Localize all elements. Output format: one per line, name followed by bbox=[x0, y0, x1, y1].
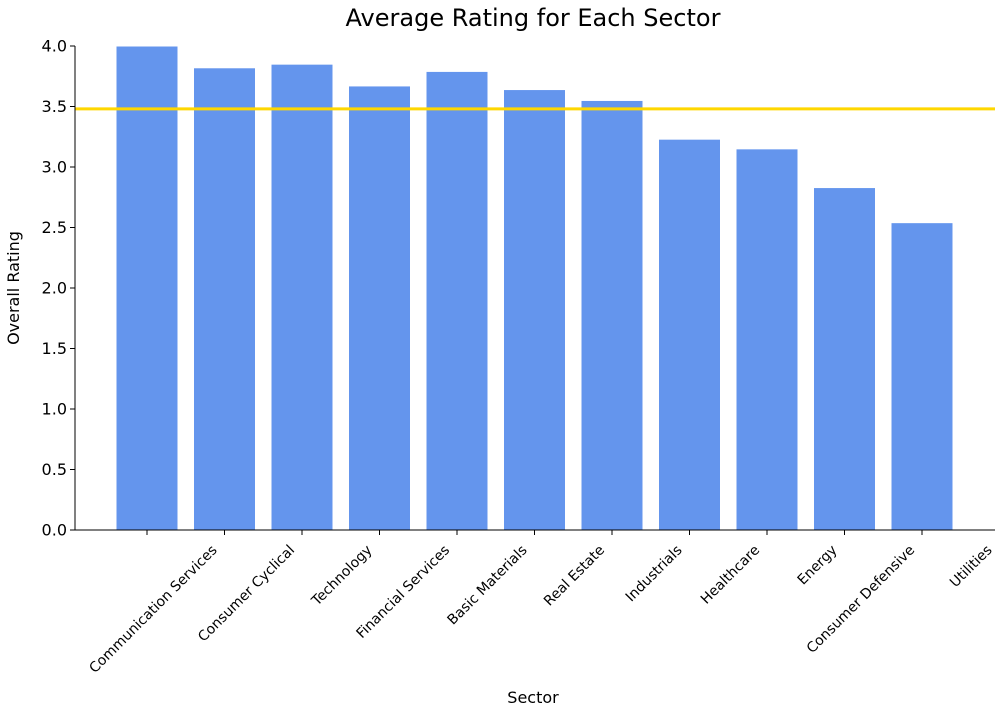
y-tick-label: 3.0 bbox=[42, 158, 67, 177]
bar-7 bbox=[658, 138, 721, 531]
y-tick-label: 3.5 bbox=[42, 97, 67, 116]
y-tick-label: 1.0 bbox=[42, 400, 67, 419]
x-tick-label: Technology bbox=[308, 542, 375, 609]
chart-title: Average Rating for Each Sector bbox=[346, 4, 721, 32]
bar-5 bbox=[503, 89, 566, 531]
x-tick-label: Industrials bbox=[623, 542, 686, 605]
y-tick-label: 2.5 bbox=[42, 218, 67, 237]
y-axis-label: Overall Rating bbox=[4, 231, 23, 345]
y-axis-ticks: 0.0 0.5 1.0 1.5 2.0 2.5 3.0 3.5 4.0 bbox=[42, 37, 75, 540]
y-tick-label: 4.0 bbox=[42, 37, 67, 56]
bar-3 bbox=[348, 85, 411, 531]
bar-1 bbox=[193, 67, 256, 531]
x-tick-label: Healthcare bbox=[698, 542, 763, 607]
x-tick-label: Communication Services bbox=[86, 542, 220, 676]
bars-group bbox=[115, 45, 954, 531]
bar-2 bbox=[270, 63, 334, 531]
bar-4 bbox=[425, 70, 489, 531]
x-tick-label: Utilities bbox=[947, 542, 996, 591]
y-tick-label: 0.5 bbox=[42, 460, 67, 479]
y-tick-label: 0.0 bbox=[42, 521, 67, 540]
x-axis-label: Sector bbox=[507, 688, 559, 707]
x-tick-label: Basic Materials bbox=[445, 542, 531, 628]
x-tick-label: Real Estate bbox=[541, 542, 608, 609]
y-tick-label: 1.5 bbox=[42, 339, 67, 358]
bar-9 bbox=[813, 187, 876, 531]
bar-8 bbox=[735, 148, 799, 531]
bar-0 bbox=[115, 45, 179, 531]
bar-6 bbox=[580, 99, 644, 531]
y-tick-label: 2.0 bbox=[42, 279, 67, 298]
x-tick-label: Energy bbox=[795, 542, 841, 588]
bar-10 bbox=[890, 222, 954, 531]
